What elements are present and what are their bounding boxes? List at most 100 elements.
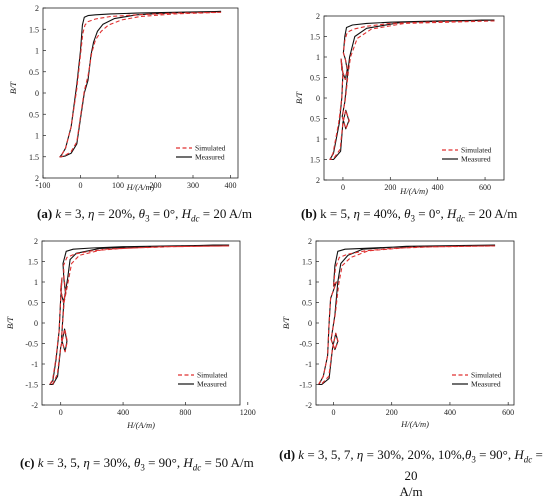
panel-a-xtick-label: 400 bbox=[225, 181, 237, 190]
caption-b-theta-sub: 3 bbox=[410, 213, 416, 224]
panel-d-xtick-label: 0 bbox=[331, 408, 335, 417]
caption-c-theta-sub: 3 bbox=[140, 462, 145, 473]
caption-c-k-val: = 3, 5, bbox=[43, 455, 84, 470]
caption-b-eta-val: = 40%, bbox=[359, 206, 405, 221]
panel-c-xtick-label: 1200 bbox=[240, 408, 256, 417]
panel-d-legend-label-simulated: Simulated bbox=[471, 371, 502, 380]
panel-a-xtick-label: 300 bbox=[187, 181, 199, 190]
panel-c-ytick-label: -2 bbox=[31, 401, 38, 410]
panel-d-series-measured bbox=[318, 244, 496, 386]
panel-a-xtick-label: 0 bbox=[79, 181, 83, 190]
panel-c-ytick-label: -0.5 bbox=[25, 340, 38, 349]
panel-b-y-axis-label: B/T bbox=[294, 91, 304, 105]
panel-b-series-simulated bbox=[329, 20, 495, 161]
caption-a-k-val: = 3, bbox=[61, 206, 89, 221]
caption-b-eta: η bbox=[353, 206, 360, 221]
panel-c-ytick-label: 1 bbox=[34, 278, 38, 287]
panel-c-series-simulated bbox=[49, 245, 230, 386]
panel-c-ytick-label: 0.5 bbox=[28, 299, 38, 308]
panel-d-plot-frame bbox=[315, 240, 515, 406]
caption-a-letter: (a) bbox=[37, 206, 53, 221]
panel-b-ytick-label: 2 bbox=[316, 176, 320, 185]
panel-d-series-simulated bbox=[318, 245, 496, 385]
panel-b-ytick-label: 1.5 bbox=[310, 156, 320, 165]
caption-c-hdc-sub: dc bbox=[192, 462, 202, 473]
caption-d-hdc-val: = 20 bbox=[404, 447, 543, 483]
panel-b-ytick-label: 2 bbox=[316, 12, 320, 21]
panel-a-ytick-label: 0 bbox=[35, 89, 39, 98]
panel-b-xtick-label: 0 bbox=[341, 183, 345, 192]
panel-b-ytick-label: 0 bbox=[316, 94, 320, 103]
caption-b-theta: θ bbox=[404, 206, 411, 221]
panel-c-ytick-label: 2 bbox=[34, 237, 38, 246]
panel-a-ytick-label: 0.5 bbox=[29, 68, 39, 77]
figure-canvas: 21.510.500.511.52-100 0 100 200 300 400H/(A/m… bbox=[5, 4, 515, 430]
panel-a-x-axis-label: H/(A/m) bbox=[126, 182, 155, 192]
panel-b-series-measured bbox=[329, 19, 495, 161]
panel-d-ytick-label: -0.5 bbox=[299, 340, 312, 349]
panel-a-ytick-label: 2 bbox=[35, 4, 39, 13]
caption-c-eta-val: = 30%, bbox=[89, 455, 134, 470]
caption-c-hdc: H bbox=[183, 455, 193, 470]
caption-c-hdc-val: = 50 A/m bbox=[201, 455, 254, 470]
panel-b-ytick-label: 0.5 bbox=[310, 115, 320, 124]
panel-a-ytick-label: 1 bbox=[35, 47, 39, 56]
panel-a-ytick-label: 2 bbox=[35, 174, 39, 183]
panel-d-ytick-label: -2 bbox=[305, 401, 312, 410]
caption-d-hdc-sub: dc bbox=[523, 454, 533, 465]
panel-c-ytick-label: -1.5 bbox=[25, 381, 38, 390]
panel-a-ytick-label: 0.5 bbox=[29, 110, 39, 119]
panel-a-series-simulated bbox=[59, 11, 222, 158]
panel-d-ytick-label: 1.5 bbox=[302, 258, 312, 267]
caption-c-letter: (c) bbox=[20, 455, 35, 470]
caption-b-letter: (b) bbox=[301, 206, 317, 221]
panel-d-xtick-label: 600 bbox=[502, 408, 514, 417]
panel-b-ytick-label: 0.5 bbox=[310, 74, 320, 83]
panel-d-ytick-label: -1 bbox=[305, 360, 312, 369]
panel-c-ytick-label: 1.5 bbox=[28, 258, 38, 267]
panel-b-x-axis-label: H/(A/m) bbox=[399, 186, 428, 196]
caption-d-eta: η bbox=[356, 447, 364, 462]
caption-a: (a) k = 3, η = 20%, θ3 = 0°, Hdc = 20 A/… bbox=[37, 206, 252, 227]
panel-d-y-axis-label: B/T bbox=[281, 316, 291, 330]
caption-c-theta: θ bbox=[133, 455, 141, 470]
panel-c-y-axis-label: B/T bbox=[5, 316, 15, 330]
caption-d-eta-val: = 30%, 20%, 10%, bbox=[363, 447, 465, 462]
caption-b-k-val: = 5, bbox=[326, 206, 354, 221]
caption-d-k: k bbox=[298, 447, 305, 462]
caption-a-theta: θ bbox=[138, 206, 146, 221]
caption-b-hdc: H bbox=[447, 206, 457, 221]
panel-b-legend-label-simulated: Simulated bbox=[461, 146, 492, 155]
panel-d-xtick-label: 200 bbox=[386, 408, 398, 417]
panel-a-xtick-label: 200 bbox=[150, 181, 162, 190]
panel-a-ytick-label: 1.5 bbox=[29, 153, 39, 162]
caption-d-theta-val: = 90°, bbox=[475, 447, 515, 462]
panel-a-ytick-label: 1.5 bbox=[29, 25, 39, 34]
caption-a-eta: η bbox=[88, 206, 95, 221]
caption-c: (c) k = 3, 5, η = 30%, θ3 = 90°, Hdc = 5… bbox=[20, 455, 254, 476]
caption-d-line2: A/m bbox=[399, 483, 423, 499]
caption-b-k: k bbox=[320, 206, 327, 221]
caption-d-hdc: H bbox=[514, 447, 524, 462]
caption-d: (d) k = 3, 5, 7, η = 30%, 20%, 10%,θ3 = … bbox=[272, 447, 550, 500]
panel-b-ytick-label: 1.5 bbox=[310, 33, 320, 42]
caption-a-hdc: H bbox=[181, 206, 191, 221]
panel-b-ytick-label: 1 bbox=[316, 53, 320, 62]
caption-c-theta-val: = 90°, bbox=[144, 455, 184, 470]
panel-d-ytick-label: 2 bbox=[308, 237, 312, 246]
caption-d-letter: (d) bbox=[279, 447, 296, 462]
panel-b-xtick-label: 600 bbox=[479, 183, 491, 192]
panel-a-y-axis-label: B/T bbox=[8, 81, 18, 95]
caption-d-k-val: = 3, 5, 7, bbox=[304, 447, 357, 462]
caption-a-hdc-sub: dc bbox=[190, 213, 200, 224]
panel-c-series-measured bbox=[49, 244, 230, 386]
panel-a-xtick-label: -100 bbox=[36, 181, 51, 190]
caption-b-hdc-val: = 20 A/m bbox=[464, 206, 518, 221]
caption-b: (b) k = 5, η = 40%, θ3 = 0°, Hdc = 20 A/… bbox=[301, 206, 517, 227]
caption-a-hdc-val: = 20 A/m bbox=[199, 206, 252, 221]
panel-c-xtick-label: 0 bbox=[59, 408, 63, 417]
caption-d-theta-sub: 3 bbox=[471, 454, 476, 465]
caption-a-eta-val: = 20%, bbox=[94, 206, 139, 221]
panel-d-ytick-label: 0 bbox=[308, 319, 312, 328]
panel-c-ytick-label: 0 bbox=[34, 319, 38, 328]
